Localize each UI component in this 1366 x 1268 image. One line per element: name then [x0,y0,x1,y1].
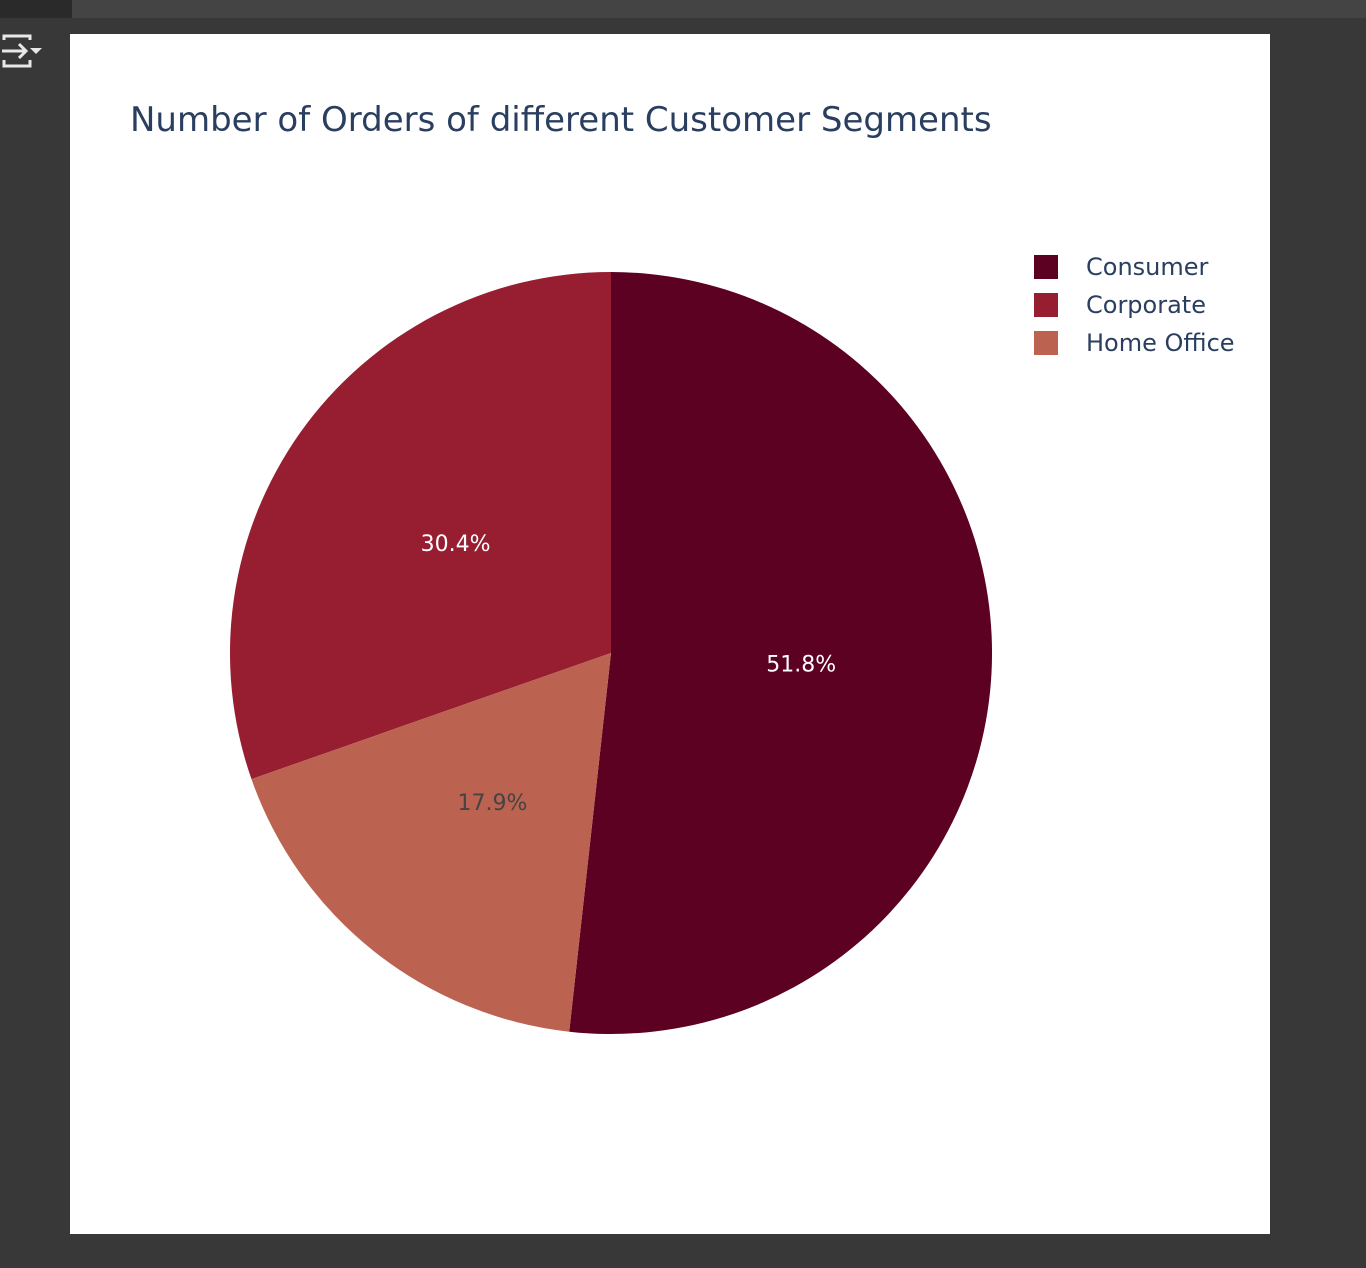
top-bar-left-tab [0,0,72,18]
legend-swatch [1034,255,1058,279]
legend-label: Corporate [1086,291,1206,319]
legend-item-corporate[interactable]: Corporate [1034,286,1235,324]
slice-label: 30.4% [421,532,491,557]
chart-panel: Number of Orders of different Customer S… [70,34,1270,1234]
output-toggle-icon[interactable] [0,34,44,72]
legend-swatch [1034,293,1058,317]
pie-chart: 51.8% 30.4% 17.9% [230,272,993,1034]
window-top-bar [0,0,1366,18]
pie-slice-consumer[interactable] [569,272,993,1034]
legend-swatch [1034,331,1058,355]
legend-label: Consumer [1086,253,1209,281]
legend-item-home-office[interactable]: Home Office [1034,324,1235,362]
pie-slice-home-office[interactable] [251,653,612,1032]
legend: Consumer Corporate Home Office [1034,248,1235,362]
legend-item-consumer[interactable]: Consumer [1034,248,1235,286]
chart-title: Number of Orders of different Customer S… [130,100,992,140]
pie-slice-corporate[interactable] [230,272,612,780]
slice-label: 17.9% [458,791,528,816]
slice-label: 51.8% [766,653,836,678]
legend-label: Home Office [1086,329,1235,357]
